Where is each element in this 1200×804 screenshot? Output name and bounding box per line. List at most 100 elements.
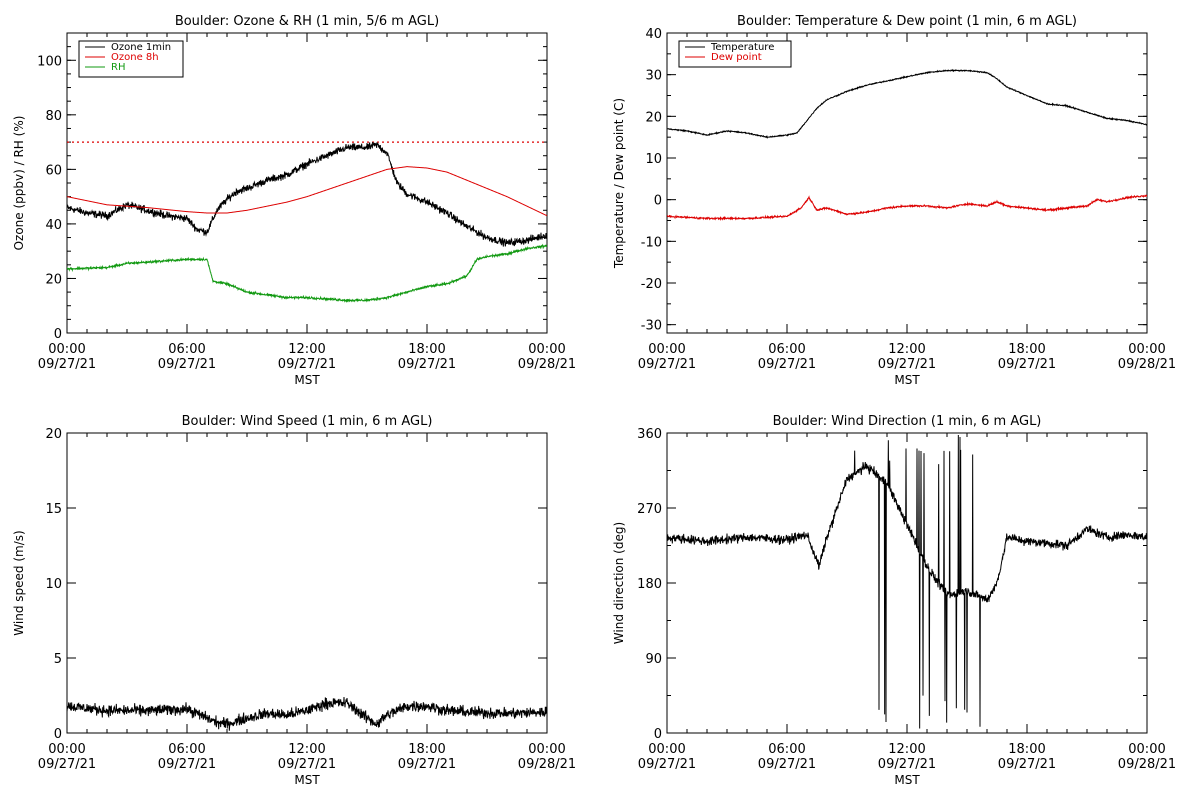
x-tick-time: 12:00 <box>288 742 325 757</box>
y-tick-label: 5 <box>54 652 62 667</box>
x-tick-date: 09/27/21 <box>878 357 936 372</box>
x-tick-time: 06:00 <box>168 342 205 357</box>
x-tick-time: 06:00 <box>768 342 805 357</box>
x-tick-date: 09/27/21 <box>398 357 456 372</box>
x-tick-time: 12:00 <box>888 342 925 357</box>
x-tick-time: 00:00 <box>528 342 565 357</box>
x-tick-time: 18:00 <box>408 742 445 757</box>
y-tick-label: 20 <box>45 427 62 442</box>
x-axis-label: MST <box>894 373 920 387</box>
x-tick-date: 09/27/21 <box>998 357 1056 372</box>
y-tick-label: 30 <box>645 69 662 84</box>
y-tick-label: 20 <box>645 110 662 125</box>
x-tick-date: 09/27/21 <box>638 757 696 772</box>
series-line-temperature <box>667 68 1147 139</box>
plot-frame <box>666 32 1148 334</box>
y-tick-label: 20 <box>45 272 62 287</box>
y-tick-label: 90 <box>645 652 662 667</box>
x-tick-time: 00:00 <box>648 742 685 757</box>
x-tick-time: 18:00 <box>1008 342 1045 357</box>
x-tick-time: 00:00 <box>1128 742 1165 757</box>
x-tick-date: 09/27/21 <box>278 757 336 772</box>
chart-panel-3: Boulder: Wind Speed (1 min, 6 m AGL) 0 5 10… <box>12 414 576 787</box>
x-tick-date: 09/27/21 <box>998 757 1056 772</box>
legend-entry: Temperature <box>710 42 774 53</box>
chart-title: Boulder: Wind Speed (1 min, 6 m AGL) <box>182 414 433 429</box>
legend-entry: Dew point <box>711 52 762 63</box>
x-tick-date: 09/27/21 <box>758 757 816 772</box>
y-tick-label: 360 <box>637 427 662 442</box>
x-tick-date: 09/27/21 <box>758 357 816 372</box>
x-tick-date: 09/27/21 <box>38 757 96 772</box>
plot-frame <box>666 432 1148 734</box>
series-line-ozone-8h <box>67 166 547 217</box>
chart-panel-2: Boulder: Temperature & Dew point (1 min,… <box>612 14 1176 387</box>
y-axis-label: Ozone (ppbv) / RH (%) <box>12 116 26 251</box>
x-tick-time: 12:00 <box>888 742 925 757</box>
y-tick-label: -10 <box>641 235 662 250</box>
x-tick-date: 09/28/21 <box>518 757 576 772</box>
legend-entry: Ozone 8h <box>111 52 159 63</box>
y-axis-label: Wind direction (deg) <box>612 522 626 644</box>
x-tick-time: 00:00 <box>528 742 565 757</box>
legend-entry: Ozone 1min <box>111 42 171 53</box>
x-tick-date: 09/28/21 <box>1118 357 1176 372</box>
x-tick-date: 09/27/21 <box>878 757 936 772</box>
x-tick-time: 00:00 <box>48 742 85 757</box>
y-tick-label: 40 <box>645 27 662 42</box>
y-tick-label: 0 <box>54 327 62 342</box>
x-tick-date: 09/28/21 <box>518 357 576 372</box>
y-axis-label: Temperature / Dew point (C) <box>612 98 626 269</box>
chart-panel-4: Boulder: Wind Direction (1 min, 6 m AGL)… <box>612 414 1176 787</box>
x-axis-label: MST <box>294 373 320 387</box>
y-tick-label: 270 <box>637 502 662 517</box>
y-tick-label: 0 <box>654 727 662 742</box>
y-tick-label: 10 <box>645 152 662 167</box>
x-tick-time: 06:00 <box>768 742 805 757</box>
chart-panel-1: Boulder: Ozone & RH (1 min, 5/6 m AGL) 0 2… <box>12 14 576 387</box>
chart-title: Boulder: Wind Direction (1 min, 6 m AGL) <box>773 414 1042 429</box>
x-axis-label: MST <box>294 773 320 787</box>
y-tick-label: 0 <box>654 194 662 209</box>
y-tick-label: 10 <box>45 577 62 592</box>
x-tick-date: 09/27/21 <box>158 757 216 772</box>
y-tick-label: -30 <box>641 319 662 334</box>
x-tick-date: 09/27/21 <box>38 357 96 372</box>
plot-frame <box>66 432 548 734</box>
series-line-ozone-1min <box>67 141 547 247</box>
y-tick-label: 40 <box>45 218 62 233</box>
series-line-rh <box>67 243 547 303</box>
plot-frame <box>66 32 548 334</box>
chart-title: Boulder: Ozone & RH (1 min, 5/6 m AGL) <box>175 14 439 29</box>
y-tick-label: -20 <box>641 277 662 292</box>
y-tick-label: 15 <box>45 502 62 517</box>
series-line-dew-point <box>667 194 1147 222</box>
x-tick-time: 06:00 <box>168 742 205 757</box>
y-tick-label: 180 <box>637 577 662 592</box>
legend-entry: RH <box>111 62 125 73</box>
x-tick-time: 12:00 <box>288 342 325 357</box>
x-tick-time: 00:00 <box>1128 342 1165 357</box>
x-tick-time: 00:00 <box>648 342 685 357</box>
legend-box <box>678 40 792 68</box>
x-tick-date: 09/27/21 <box>638 357 696 372</box>
y-tick-label: 80 <box>45 109 62 124</box>
x-tick-time: 18:00 <box>408 342 445 357</box>
series-line-1 <box>667 435 1147 729</box>
x-axis-label: MST <box>894 773 920 787</box>
chart-title: Boulder: Temperature & Dew point (1 min,… <box>737 14 1077 29</box>
x-tick-date: 09/28/21 <box>1118 757 1176 772</box>
y-tick-label: 60 <box>45 163 62 178</box>
x-tick-date: 09/27/21 <box>158 357 216 372</box>
x-tick-date: 09/27/21 <box>398 757 456 772</box>
y-tick-label: 0 <box>54 727 62 742</box>
x-tick-time: 18:00 <box>1008 742 1045 757</box>
x-tick-date: 09/27/21 <box>278 357 336 372</box>
x-tick-time: 00:00 <box>48 342 85 357</box>
y-tick-label: 100 <box>37 54 62 69</box>
y-axis-label: Wind speed (m/s) <box>12 530 26 635</box>
